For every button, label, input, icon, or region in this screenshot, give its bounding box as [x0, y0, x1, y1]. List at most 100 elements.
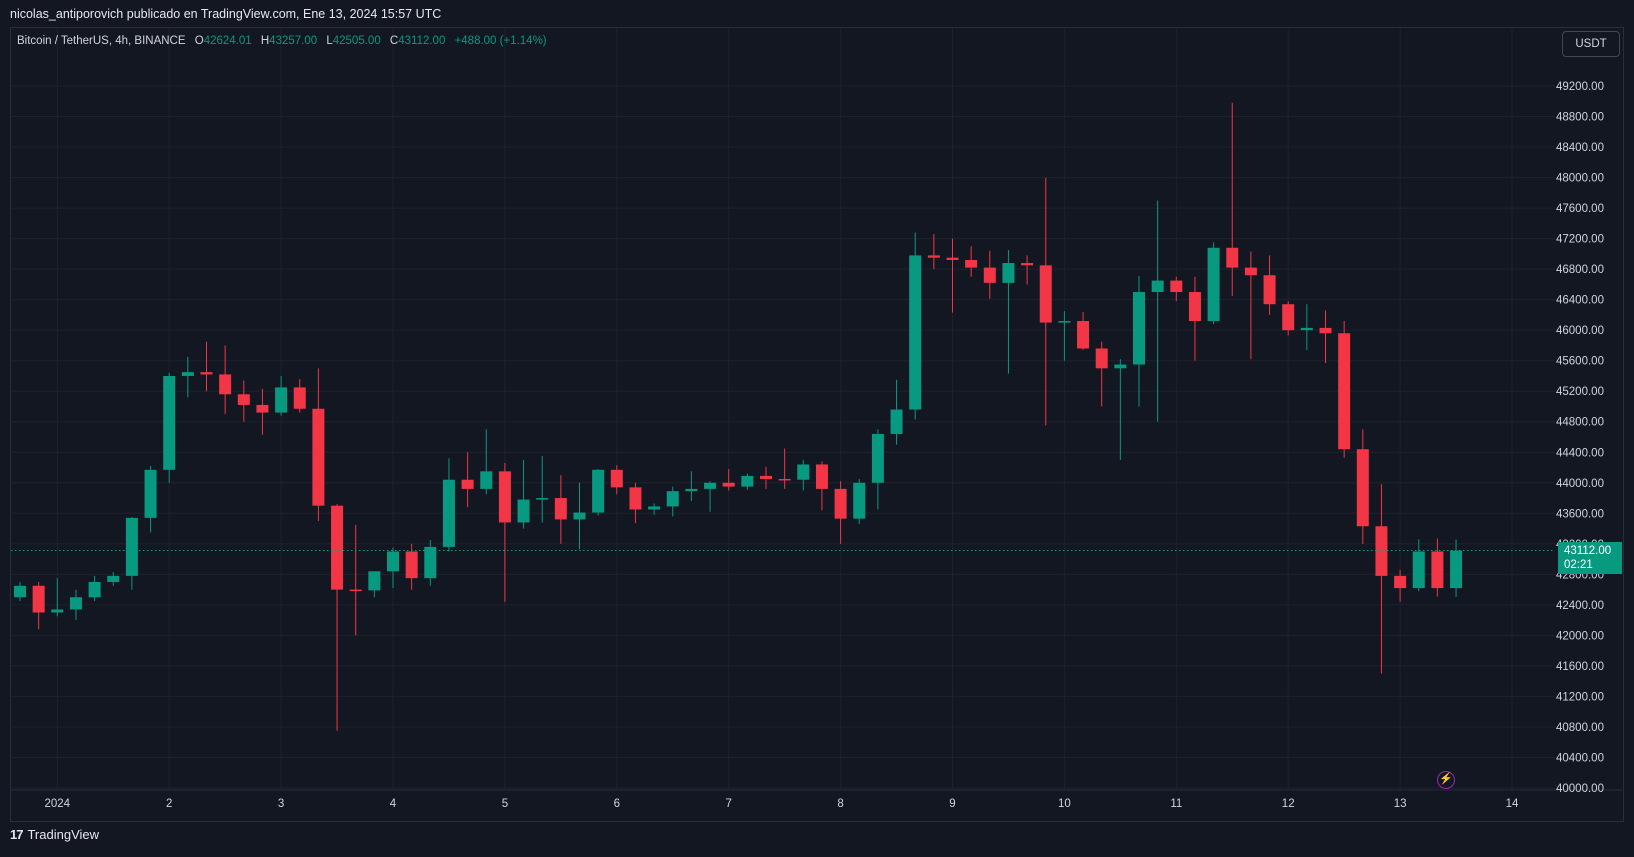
candle-body-up[interactable]: [797, 464, 810, 480]
candle-body-up[interactable]: [107, 575, 120, 582]
lightning-icon[interactable]: ⚡: [1437, 771, 1455, 789]
candle-body-down[interactable]: [965, 259, 978, 268]
candle-body-down[interactable]: [1282, 304, 1295, 331]
candle-body-down[interactable]: [219, 374, 232, 395]
candle-body-up[interactable]: [368, 571, 381, 591]
candle-body-up[interactable]: [1300, 327, 1313, 331]
candle-body-up[interactable]: [1058, 321, 1071, 323]
candle-body-down[interactable]: [498, 471, 511, 523]
candle-body-up[interactable]: [1114, 364, 1127, 369]
candle-body-up[interactable]: [685, 488, 698, 492]
price-tick-label: 45600.00: [1556, 356, 1604, 368]
candle-body-down[interactable]: [461, 479, 474, 489]
price-tick-label: 40400.00: [1556, 752, 1604, 764]
candle-body-down[interactable]: [256, 404, 269, 413]
candle-body-down[interactable]: [32, 585, 45, 613]
candle-body-down[interactable]: [834, 488, 847, 519]
candle-body-down[interactable]: [1244, 267, 1257, 276]
price-tick-label: 44400.00: [1556, 447, 1604, 459]
price-tick-label: 46400.00: [1556, 295, 1604, 307]
candle-body-down[interactable]: [405, 551, 418, 579]
symbol-name[interactable]: Bitcoin / TetherUS, 4h, BINANCE: [17, 35, 186, 47]
price-tick-label: 42400.00: [1556, 600, 1604, 612]
candle-body-up[interactable]: [536, 498, 549, 500]
price-tick-label: 48800.00: [1556, 112, 1604, 124]
candle-body-down[interactable]: [1263, 275, 1276, 305]
candle-body-up[interactable]: [704, 482, 717, 489]
candle-body-up[interactable]: [1207, 247, 1220, 322]
candle-body-up[interactable]: [871, 433, 884, 483]
candle-body-up[interactable]: [275, 387, 288, 413]
candle-body-up[interactable]: [125, 517, 138, 576]
candle-body-up[interactable]: [88, 581, 101, 598]
price-tick-label: 48400.00: [1556, 142, 1604, 154]
candle-body-down[interactable]: [1338, 333, 1351, 450]
candle-body-down[interactable]: [349, 589, 362, 592]
candle-body-up[interactable]: [51, 609, 64, 613]
time-tick-label: 9: [949, 798, 955, 810]
candle-body-up[interactable]: [592, 469, 605, 513]
candle-body-down[interactable]: [1188, 292, 1201, 322]
candle-body-down[interactable]: [1077, 321, 1090, 349]
candle-body-down[interactable]: [200, 372, 213, 375]
candle-body-down[interactable]: [1375, 526, 1388, 576]
candle-body-down[interactable]: [1431, 551, 1444, 589]
candle-body-down[interactable]: [1021, 263, 1034, 266]
candle-body-up[interactable]: [741, 475, 754, 487]
candle-body-up[interactable]: [573, 512, 586, 520]
candle-body-up[interactable]: [424, 546, 437, 579]
candle-body-up[interactable]: [1133, 292, 1145, 365]
price-tick-label: 46800.00: [1556, 264, 1604, 276]
candle-body-down[interactable]: [1170, 280, 1183, 293]
candle-body-up[interactable]: [14, 585, 26, 598]
candle-body-down[interactable]: [610, 469, 623, 488]
candle-body-up[interactable]: [480, 471, 493, 489]
candle-body-up[interactable]: [909, 255, 922, 410]
candle-body-up[interactable]: [163, 375, 176, 470]
candle-body-up[interactable]: [1151, 280, 1164, 293]
candle-body-down[interactable]: [554, 498, 567, 520]
candle-body-down[interactable]: [1095, 348, 1108, 369]
candle-body-up[interactable]: [1002, 263, 1015, 283]
candle-body-up[interactable]: [387, 551, 399, 572]
candle-body-down[interactable]: [983, 267, 996, 283]
price-tick-label: 48000.00: [1556, 173, 1604, 185]
candle-body-up[interactable]: [69, 597, 82, 610]
candle-body-up[interactable]: [181, 372, 194, 376]
candle-body-down[interactable]: [815, 464, 828, 489]
candle-body-down[interactable]: [778, 478, 791, 481]
price-tick-label: 41600.00: [1556, 661, 1604, 673]
time-tick-label: 11: [1170, 798, 1182, 810]
bar-countdown: 02:21: [1564, 559, 1593, 571]
candle-body-down[interactable]: [1394, 575, 1407, 589]
price-tick-label: 49200.00: [1556, 81, 1604, 93]
candle-body-up[interactable]: [144, 469, 157, 518]
time-tick-label: 13: [1394, 798, 1407, 810]
candle-body-up[interactable]: [890, 409, 903, 434]
candle-body-down[interactable]: [1226, 247, 1239, 268]
candle-body-down[interactable]: [331, 505, 344, 590]
candle-body-down[interactable]: [312, 408, 325, 506]
time-tick-label: 12: [1282, 798, 1295, 810]
candle-body-down[interactable]: [927, 255, 940, 258]
candle-body-down[interactable]: [722, 482, 735, 487]
candle-body-down[interactable]: [293, 387, 306, 409]
candle-body-down[interactable]: [1319, 327, 1332, 334]
candle-body-down[interactable]: [760, 475, 772, 479]
candle-body-up[interactable]: [442, 479, 455, 547]
currency-button[interactable]: USDT: [1562, 31, 1620, 57]
candle-body-up[interactable]: [1450, 550, 1463, 589]
candle-body-down[interactable]: [1356, 449, 1369, 527]
candle-body-up[interactable]: [853, 482, 866, 519]
candle-body-down[interactable]: [629, 487, 642, 510]
candle-body-down[interactable]: [237, 394, 250, 405]
candle-body-up[interactable]: [648, 506, 661, 510]
candle-body-up[interactable]: [666, 491, 679, 507]
candle-body-down[interactable]: [1039, 265, 1052, 323]
candle-body-up[interactable]: [1412, 551, 1425, 589]
candle-body-down[interactable]: [946, 257, 959, 260]
price-tick-label: 41200.00: [1556, 691, 1604, 703]
candle-body-up[interactable]: [517, 499, 530, 523]
